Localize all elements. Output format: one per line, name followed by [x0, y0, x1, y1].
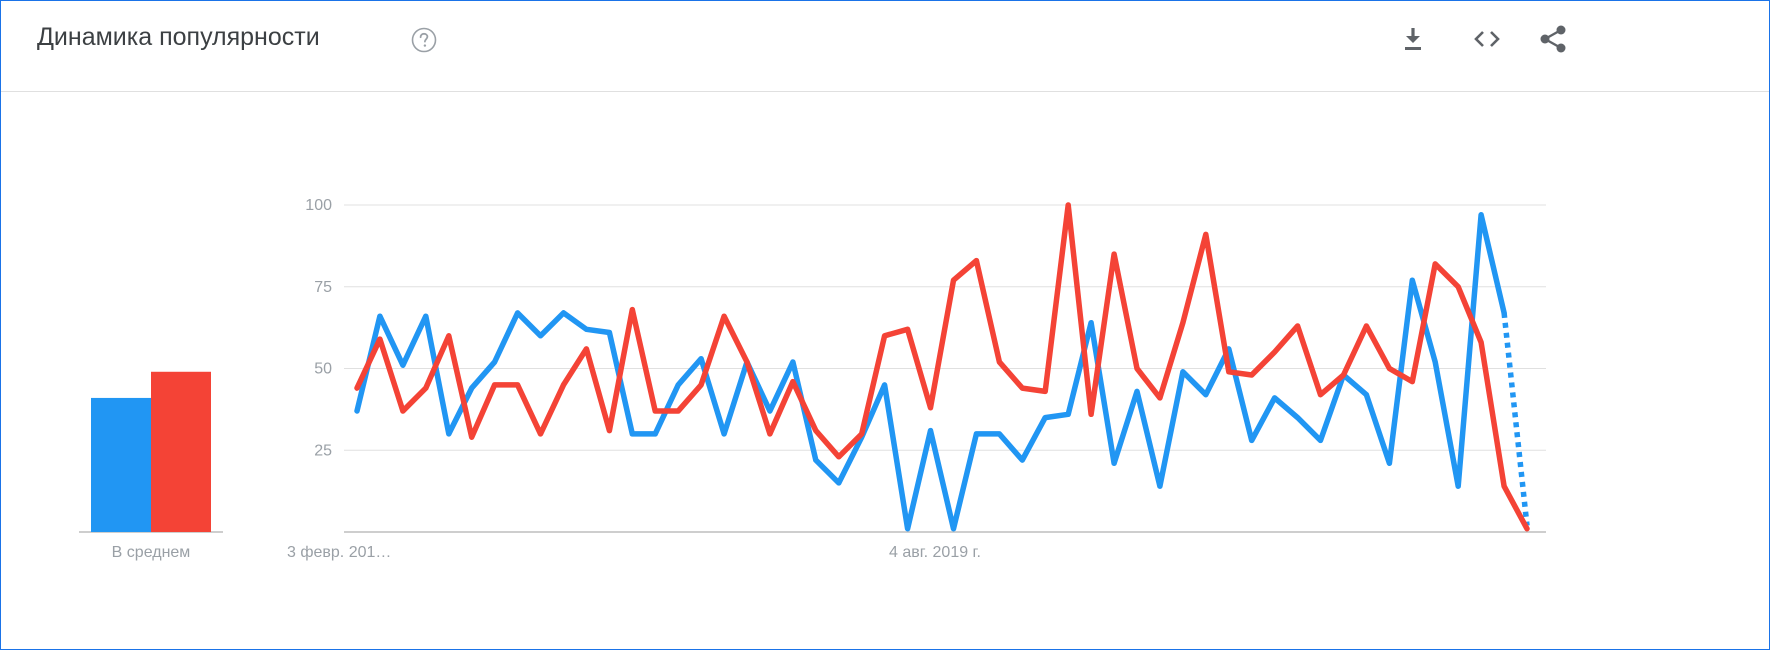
avg-bar [151, 371, 211, 532]
line-chart-series [354, 202, 1530, 532]
share-icon[interactable] [1533, 19, 1573, 59]
average-bar-chart [79, 371, 223, 533]
help-circle-icon[interactable] [411, 27, 437, 53]
line-series-1 [354, 212, 1507, 532]
card-title: Динамика популярности [37, 23, 320, 51]
y-tick-label: 75 [314, 279, 332, 296]
y-tick-label: 25 [314, 442, 332, 459]
avg-category-label: В среднем [112, 544, 191, 561]
line-series-2 [354, 202, 1530, 532]
x-tick-label: 4 авг. 2019 г. [889, 544, 981, 561]
avg-bar [91, 397, 151, 532]
card-header: Динамика популярности [1, 1, 1769, 92]
axis-labels: В среднем 25 50 75 100 3 февр. 201… 4 авг. 201… [112, 197, 981, 561]
embed-code-icon[interactable] [1467, 19, 1507, 59]
y-tick-label: 50 [314, 361, 332, 378]
download-icon[interactable] [1393, 19, 1433, 59]
y-tick-label: 100 [305, 197, 332, 214]
x-tick-label: 3 февр. 201… [287, 544, 391, 561]
